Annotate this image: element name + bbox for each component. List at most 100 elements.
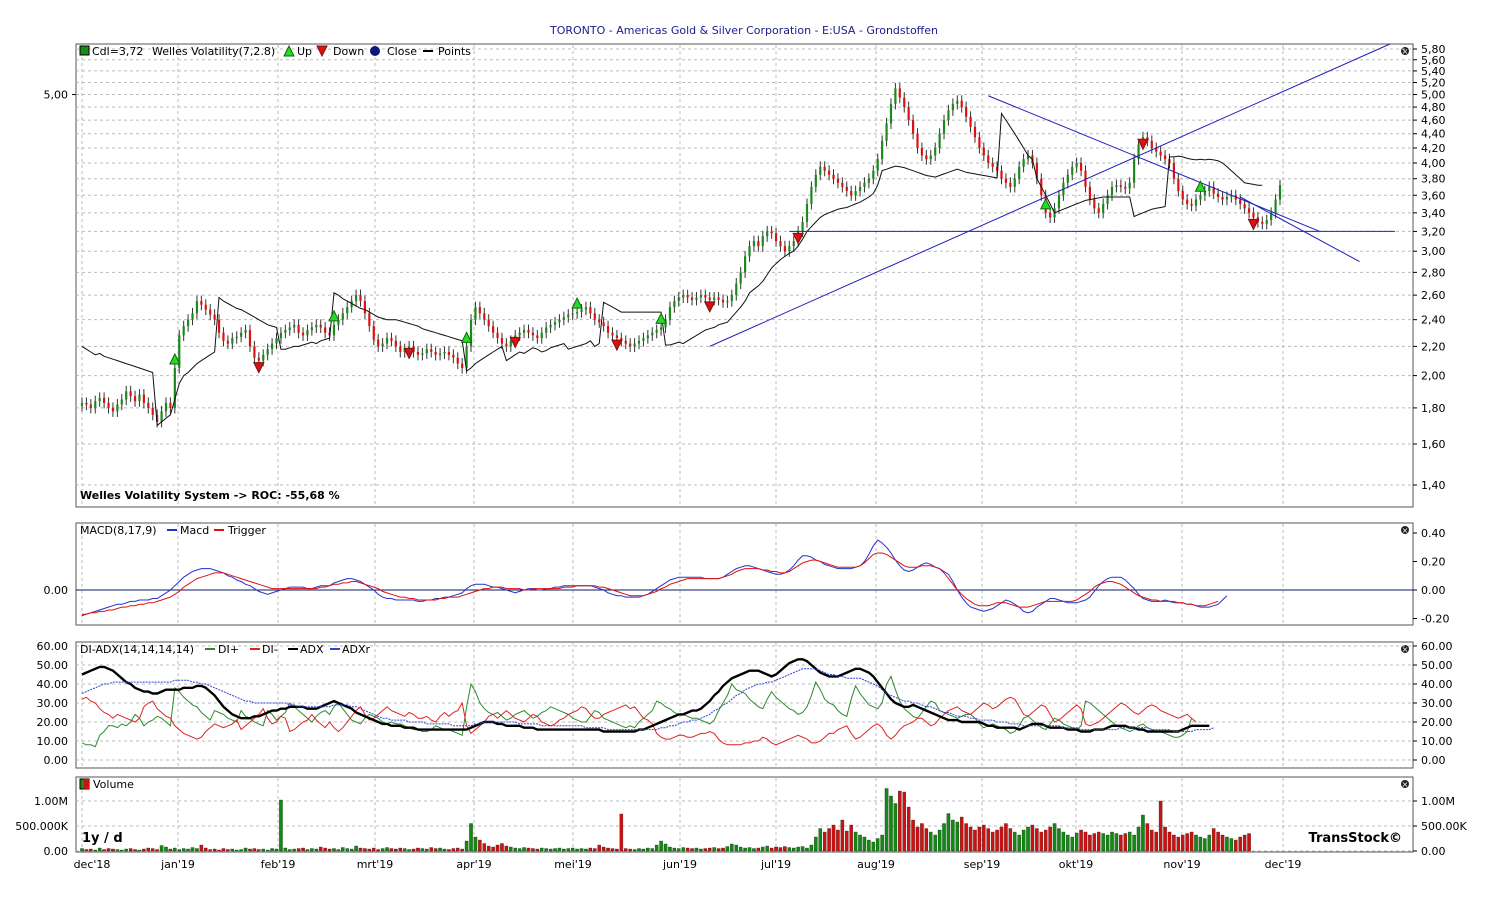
volume-bar (982, 824, 986, 852)
candle-down (483, 313, 486, 320)
candle-down (965, 107, 968, 117)
volume-bar (562, 848, 566, 852)
candle-up (120, 399, 123, 405)
volume-bar (150, 848, 155, 852)
price-tick-label: 2,20 (1421, 340, 1446, 353)
candle-down (823, 166, 826, 171)
volume-bar (973, 829, 977, 852)
candle-down (257, 357, 260, 361)
candle-up (558, 319, 561, 323)
volume-bar (703, 848, 708, 852)
candle-down (142, 394, 145, 403)
volume-bar (283, 847, 288, 852)
volume-bar (495, 844, 500, 852)
volume-bar (102, 849, 106, 852)
volume-bar (1242, 834, 1247, 852)
down-signal-icon (792, 232, 804, 245)
adx-line (81, 658, 1210, 733)
candle-up (1106, 195, 1109, 204)
dmi-left-tick-label: 20.00 (37, 716, 69, 729)
candle-up (421, 353, 424, 355)
candle-up (894, 88, 897, 104)
candle-down (133, 396, 137, 402)
candle-down (708, 297, 711, 300)
volume-bar (1185, 833, 1189, 852)
volume-bar (646, 847, 650, 852)
month-label: aug'19 (857, 858, 895, 871)
volume-bar (526, 847, 531, 852)
volume-bar (314, 848, 319, 852)
volume-bar (955, 821, 960, 852)
candle-down (783, 246, 786, 252)
volume-bar (451, 848, 456, 852)
volume-bar (1141, 814, 1145, 852)
candle-down (841, 182, 844, 187)
candle-down (103, 397, 106, 403)
candle-down (363, 301, 367, 314)
volume-bar (840, 819, 845, 852)
volume-bar (1207, 834, 1212, 852)
volume-bar (133, 849, 137, 852)
candle-up (673, 301, 676, 308)
volume-bar (1176, 836, 1181, 852)
volume-bar (632, 849, 637, 852)
down-signal-icon (403, 347, 415, 360)
volume-bar (902, 791, 906, 852)
volume-bar (332, 848, 336, 852)
panel-close-glyph: × (1402, 47, 1409, 56)
candle-up (235, 336, 238, 339)
candle-down (368, 313, 371, 327)
macd-tick-label: 0.20 (1421, 556, 1446, 569)
di-minus-legend-label: DI- (262, 643, 278, 656)
volume-bar (615, 848, 619, 852)
candle-up (1274, 199, 1277, 213)
period-label: 1y / d (82, 831, 123, 846)
price-tick-label: 2,00 (1421, 370, 1446, 383)
candle-up (766, 231, 769, 237)
volume-bar (486, 845, 491, 852)
candle-down (1150, 140, 1153, 149)
candle-down (536, 335, 539, 339)
candle-up (633, 343, 636, 347)
volume-bar (650, 848, 655, 852)
trigger-line (82, 552, 1219, 615)
macd-tick-label: 0.00 (1421, 584, 1446, 597)
candle-down (209, 309, 212, 315)
candle-up (270, 343, 274, 350)
macd-legend-trigger: Trigger (227, 524, 266, 537)
dmi-tick-label: 20.00 (1421, 716, 1453, 729)
volume-bar (473, 836, 478, 852)
candle-down (301, 332, 305, 336)
candle-down (461, 363, 464, 369)
volume-bar (367, 848, 372, 852)
panel-close-icon (1401, 645, 1409, 653)
candle-up (1115, 185, 1118, 187)
price-tick-label: 4,60 (1421, 114, 1446, 127)
volume-bar (898, 790, 902, 852)
volume-bar (363, 848, 367, 852)
volume-bar (376, 849, 380, 852)
volume-left-tick-label: 1.00M (34, 795, 68, 808)
candle-up (438, 353, 442, 355)
volume-bar (867, 839, 871, 852)
panel-close-glyph: × (1402, 645, 1409, 654)
candle-down (606, 326, 610, 333)
price-tick-label: 4,40 (1421, 128, 1446, 141)
candle-down (845, 186, 848, 192)
candle-up (545, 327, 548, 333)
candle-up (876, 159, 879, 171)
volume-bar (1101, 833, 1105, 852)
legend-close: Close (387, 45, 417, 58)
candle-up (567, 314, 570, 318)
candle-up (518, 332, 521, 336)
legend-cdl: Cdl=3,72 (92, 45, 143, 58)
candle-up (306, 330, 309, 336)
volume-bar (778, 847, 783, 852)
up-signal-icon (571, 296, 583, 309)
volume-bar (1238, 836, 1242, 852)
candle-down (156, 414, 159, 422)
volume-bar (500, 843, 504, 852)
candle-down (500, 338, 504, 344)
volume-bar (579, 848, 584, 852)
